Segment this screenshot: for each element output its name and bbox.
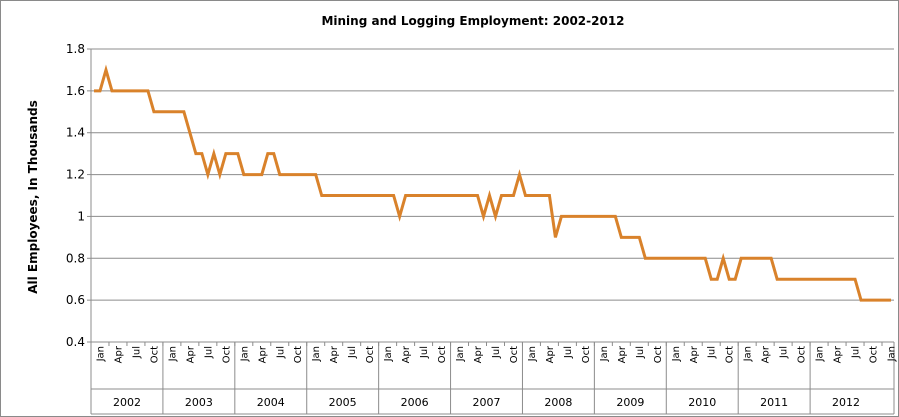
x-tick-label: Jul <box>347 346 358 359</box>
x-tick-label: Jul <box>131 346 142 359</box>
x-tick-label: Apr <box>833 345 844 363</box>
x-tick-label: Jul <box>491 346 502 359</box>
x-tick-label: Jul <box>707 346 718 359</box>
x-tick-label: Apr <box>473 345 484 363</box>
y-tick-label: 1 <box>77 209 85 223</box>
gridlines <box>87 48 895 414</box>
y-tick-label: 0.6 <box>66 293 85 307</box>
series-line <box>94 64 891 302</box>
x-tick-label: Oct <box>149 346 160 363</box>
x-tick-label: Jan <box>239 346 250 362</box>
y-tick-label: 0.4 <box>66 335 85 349</box>
x-tick-label: Jan <box>527 346 538 362</box>
x-tick-label: Oct <box>797 346 808 363</box>
year-label: 2007 <box>473 396 501 409</box>
x-tick-label: Apr <box>617 345 628 363</box>
year-label: 2006 <box>401 396 429 409</box>
x-tick-label: Jul <box>203 346 214 359</box>
chart-title: Mining and Logging Employment: 2002-2012 <box>321 14 624 28</box>
x-tick-label: Apr <box>113 345 124 363</box>
x-tick-label: Oct <box>869 346 880 363</box>
y-tick-labels: 0.4 0.6 0.8 1 1.2 1.4 1.6 1.8 <box>66 42 85 349</box>
x-tick-label: Apr <box>329 345 340 363</box>
x-tick-label: Apr <box>761 345 772 363</box>
y-tick-label: 0.8 <box>66 251 85 265</box>
x-tick-label: Apr <box>257 345 268 363</box>
series-layer <box>94 64 891 302</box>
year-label: 2002 <box>113 396 141 409</box>
y-tick-label: 1.4 <box>66 126 85 140</box>
y-tick-label: 1.2 <box>66 168 85 182</box>
x-tick-label: Apr <box>401 345 412 363</box>
x-tick-label: Apr <box>689 345 700 363</box>
x-tick-label: Oct <box>221 346 232 363</box>
x-tick-label: Jul <box>635 346 646 359</box>
y-axis-label: All Employees, In Thousands <box>26 100 40 294</box>
x-tick-label: Jan <box>455 346 466 362</box>
x-tick-label: Jan <box>383 346 394 362</box>
y-tick-label: 1.6 <box>66 84 85 98</box>
x-tick-label: Jul <box>779 346 790 359</box>
x-tick-label: Jan <box>167 346 178 362</box>
x-tick-label: Jan <box>887 346 898 362</box>
year-label: 2004 <box>257 396 285 409</box>
x-tick-label: Oct <box>437 346 448 363</box>
x-tick-label: Jan <box>671 346 682 362</box>
x-tick-label: Oct <box>725 346 736 363</box>
year-label: 2005 <box>329 396 357 409</box>
x-tick-label: Oct <box>509 346 520 363</box>
x-tick-label: Oct <box>581 346 592 363</box>
year-label: 2008 <box>544 396 572 409</box>
x-tick-label: Jan <box>815 346 826 362</box>
x-tick-label: Oct <box>293 346 304 363</box>
year-label: 2012 <box>832 396 860 409</box>
x-tick-label: Oct <box>365 346 376 363</box>
x-axis: Jan Apr Jul Oct Jan Apr Jul Oct Jan Apr Jul Oct Jan A… <box>90 341 898 415</box>
x-tick-label: Oct <box>653 346 664 363</box>
year-label: 2009 <box>616 396 644 409</box>
x-tick-label: Jul <box>275 346 286 359</box>
y-tick-label: 1.8 <box>66 42 85 56</box>
x-tick-label: Jul <box>563 346 574 359</box>
year-label: 2010 <box>688 396 716 409</box>
x-tick-label: Jul <box>419 346 430 359</box>
x-tick-label: Jan <box>599 346 610 362</box>
x-tick-label: Jan <box>743 346 754 362</box>
x-tick-label: Jan <box>95 346 106 362</box>
year-label: 2011 <box>760 396 788 409</box>
x-tick-label: Apr <box>185 345 196 363</box>
x-tick-label: Jan <box>311 346 322 362</box>
x-tick-label: Apr <box>545 345 556 363</box>
year-label: 2003 <box>185 396 213 409</box>
x-tick-label: Jul <box>851 346 862 359</box>
